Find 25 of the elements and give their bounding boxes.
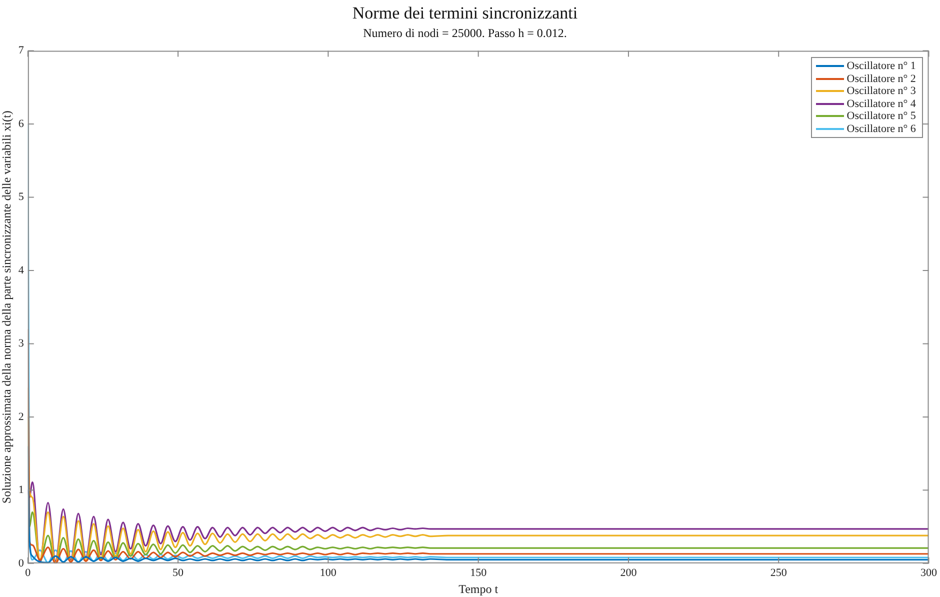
chart-title: Norme dei termini sincronizzanti bbox=[352, 4, 578, 23]
y-tick-label: 0 bbox=[18, 557, 24, 570]
x-tick-label: 100 bbox=[320, 566, 337, 579]
legend-label: Oscillatore n° 3 bbox=[846, 85, 916, 98]
legend-label: Oscillatore n° 5 bbox=[846, 110, 916, 122]
x-tick-label: 200 bbox=[620, 566, 638, 579]
y-tick-label: 6 bbox=[18, 118, 24, 130]
x-tick-label: 50 bbox=[172, 566, 184, 579]
x-tick-label: 300 bbox=[920, 566, 938, 579]
y-axis-title: Soluzione approssimata della norma della parte sincronizzante delle variabili xi(t) bbox=[0, 110, 14, 504]
y-tick-label: 4 bbox=[18, 264, 24, 276]
legend-label: Oscillatore n° 4 bbox=[846, 98, 916, 110]
chart-subtitle: Numero di nodi = 25000. Passo h = 0.012. bbox=[363, 26, 567, 40]
y-tick-label: 2 bbox=[18, 410, 24, 423]
x-tick-label: 150 bbox=[470, 566, 488, 579]
legend-label: Oscillatore n° 2 bbox=[846, 72, 916, 85]
y-tick-label: 5 bbox=[18, 191, 24, 204]
legend-label: Oscillatore n° 1 bbox=[846, 60, 916, 72]
legend-label: Oscillatore n° 6 bbox=[846, 122, 916, 135]
y-tick-label: 7 bbox=[18, 44, 24, 57]
y-tick-label: 1 bbox=[18, 484, 24, 496]
x-tick-label: 250 bbox=[770, 566, 788, 579]
line-series bbox=[28, 481, 929, 563]
x-axis-title: Tempo t bbox=[458, 582, 499, 596]
y-tick-label: 3 bbox=[18, 338, 24, 350]
